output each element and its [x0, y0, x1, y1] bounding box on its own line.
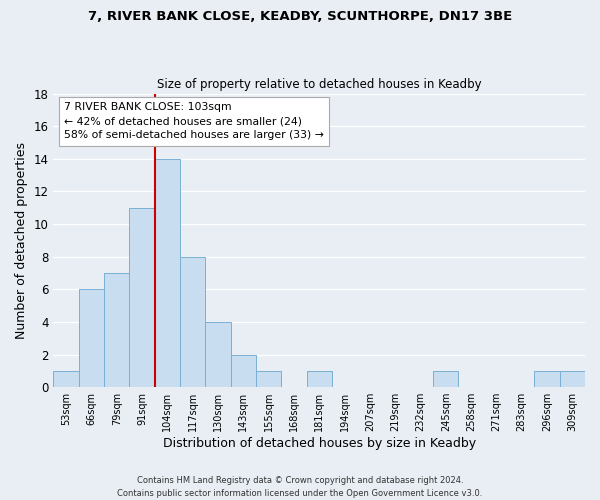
Y-axis label: Number of detached properties: Number of detached properties	[15, 142, 28, 339]
Text: Contains HM Land Registry data © Crown copyright and database right 2024.
Contai: Contains HM Land Registry data © Crown c…	[118, 476, 482, 498]
Bar	[130, 208, 155, 387]
Bar	[180, 256, 205, 387]
Bar	[230, 354, 256, 387]
Title: Size of property relative to detached houses in Keadby: Size of property relative to detached ho…	[157, 78, 482, 91]
Text: 7, RIVER BANK CLOSE, KEADBY, SCUNTHORPE, DN17 3BE: 7, RIVER BANK CLOSE, KEADBY, SCUNTHORPE,…	[88, 10, 512, 23]
Text: 7 RIVER BANK CLOSE: 103sqm
← 42% of detached houses are smaller (24)
58% of semi: 7 RIVER BANK CLOSE: 103sqm ← 42% of deta…	[64, 102, 324, 141]
Bar	[79, 290, 104, 387]
Bar	[433, 371, 458, 387]
Bar	[560, 371, 585, 387]
Bar	[256, 371, 281, 387]
Bar	[104, 273, 130, 387]
Bar	[205, 322, 230, 387]
Bar	[307, 371, 332, 387]
X-axis label: Distribution of detached houses by size in Keadby: Distribution of detached houses by size …	[163, 437, 476, 450]
Bar	[53, 371, 79, 387]
Bar	[535, 371, 560, 387]
Bar	[155, 159, 180, 387]
